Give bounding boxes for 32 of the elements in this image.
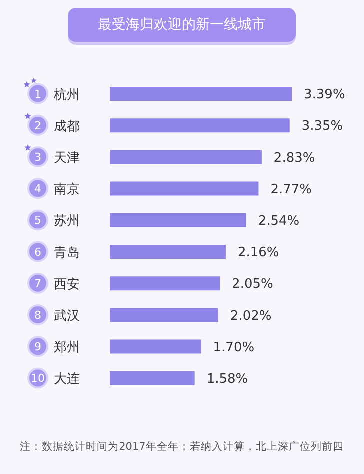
- bar: [110, 340, 202, 354]
- data-label: 2.02%: [230, 308, 272, 324]
- bar: [110, 150, 262, 164]
- bar: [110, 182, 259, 196]
- data-label: 1.58%: [206, 372, 248, 388]
- bar: [110, 87, 292, 101]
- rank-badge: 10: [28, 368, 48, 389]
- rank-badge: 7: [28, 272, 48, 294]
- data-label: 2.77%: [270, 182, 312, 198]
- bar: [110, 308, 218, 322]
- data-label: 2.05%: [232, 277, 274, 292]
- rank-badge: 9: [28, 336, 48, 358]
- data-label: 3.39%: [304, 88, 346, 103]
- rank-badge: 8: [28, 304, 48, 326]
- data-label: 2.83%: [274, 150, 316, 166]
- rank-badge: 4: [28, 178, 48, 200]
- data-label: 2.54%: [258, 214, 300, 230]
- bar: [110, 213, 246, 228]
- rank-badge: 3: [28, 146, 48, 168]
- rank-badge: 5: [28, 210, 48, 231]
- data-label: 2.16%: [238, 246, 280, 261]
- text: 注：数据统计时间为2017年全年；若纳入计算，北上深广位列前四: [19, 440, 345, 454]
- rank-badge: 1: [28, 83, 48, 104]
- rank-badge: 2: [28, 114, 48, 136]
- data-label: 3.35%: [302, 119, 344, 134]
- data-label: 1.70%: [213, 340, 255, 356]
- bar: [110, 245, 226, 259]
- bar: [110, 371, 195, 386]
- bar: [110, 118, 290, 133]
- rank-badge: 6: [28, 241, 48, 262]
- bar: [110, 276, 220, 291]
- chart-title: 最受海归欢迎的新一线城市: [68, 8, 296, 42]
